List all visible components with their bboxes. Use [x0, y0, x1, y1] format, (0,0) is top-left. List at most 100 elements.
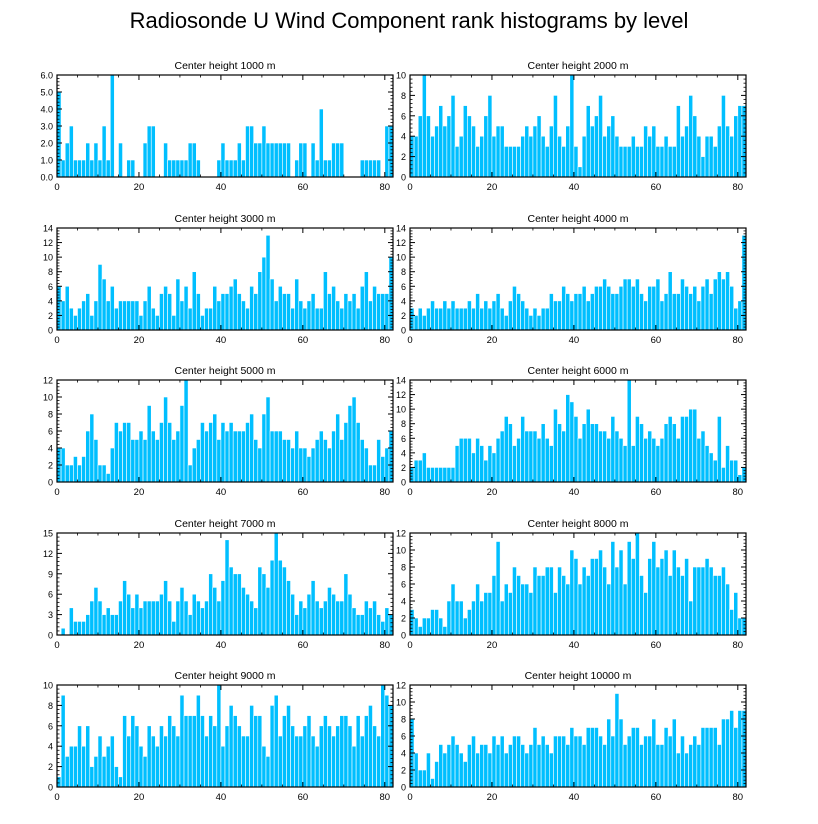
bar — [204, 430, 209, 483]
bar — [573, 146, 579, 178]
bar — [60, 627, 66, 636]
bar — [175, 278, 181, 331]
bar — [359, 285, 365, 331]
y-tick-label: 6 — [401, 111, 406, 121]
x-tick-label: 40 — [569, 335, 580, 346]
bar — [101, 756, 107, 788]
bar — [594, 423, 599, 483]
bar — [150, 600, 156, 636]
bar — [171, 621, 177, 636]
y-tick-label: 12 — [396, 238, 406, 248]
bar — [479, 600, 485, 636]
bar — [384, 694, 390, 788]
bar — [651, 718, 657, 788]
bar — [146, 725, 152, 788]
bar — [200, 607, 205, 636]
bar — [298, 447, 304, 483]
bar — [704, 727, 710, 788]
y-tick-label: 12 — [43, 238, 53, 248]
bar — [179, 587, 185, 636]
bar — [659, 146, 665, 178]
bar — [717, 575, 722, 636]
y-tick-label: 0 — [401, 783, 406, 793]
bar — [306, 456, 312, 483]
bar — [163, 735, 168, 788]
bar — [483, 300, 489, 331]
y-tick-label: 0 — [48, 326, 53, 336]
bar — [159, 593, 164, 636]
y-tick-label: 10 — [43, 253, 53, 263]
bar — [557, 135, 562, 178]
x-tick-label: 40 — [569, 792, 580, 803]
bar — [294, 278, 300, 331]
bar — [622, 445, 628, 483]
bar — [130, 439, 136, 483]
bar — [692, 115, 698, 178]
bar — [85, 614, 91, 636]
y-tick-label: 2 — [401, 152, 406, 162]
panel-title: Center height 8000 m — [528, 518, 629, 530]
bar — [368, 705, 373, 788]
x-tick-label: 20 — [134, 335, 145, 346]
bar — [277, 142, 283, 178]
bar — [659, 744, 665, 788]
bar — [183, 379, 189, 483]
bar — [430, 467, 435, 483]
bar — [536, 115, 542, 178]
bar — [430, 300, 435, 331]
bar — [273, 142, 279, 178]
bar — [265, 756, 271, 788]
bar — [487, 307, 493, 331]
x-tick-label: 80 — [733, 640, 744, 651]
y-tick-label: 8 — [48, 410, 53, 420]
x-tick-label: 80 — [733, 487, 744, 498]
bar — [167, 422, 173, 483]
y-tick-label: 4 — [48, 742, 53, 752]
x-tick-label: 80 — [733, 182, 744, 193]
bar — [261, 125, 267, 178]
panel-title: Center height 3000 m — [175, 213, 276, 225]
bar — [265, 396, 271, 483]
bar — [376, 159, 382, 178]
bar — [68, 607, 74, 636]
bar — [64, 464, 70, 483]
y-tick-label: 0 — [401, 173, 406, 183]
x-tick-label: 60 — [298, 487, 309, 498]
bar — [708, 293, 714, 331]
x-tick-label: 20 — [487, 792, 498, 803]
bar — [409, 467, 415, 483]
bar — [635, 727, 640, 788]
bar — [257, 447, 263, 483]
bar — [269, 430, 275, 483]
bar — [667, 271, 673, 331]
panel-title: Center height 9000 m — [175, 670, 276, 682]
bar — [536, 744, 542, 788]
bar — [729, 710, 735, 788]
bar — [359, 735, 365, 788]
bar — [684, 416, 689, 483]
bar — [471, 307, 476, 331]
bar — [491, 575, 497, 636]
bar — [495, 437, 501, 483]
bar — [101, 125, 107, 178]
bar — [355, 307, 361, 331]
bar — [368, 300, 373, 331]
bar — [130, 715, 136, 788]
y-tick-label: 10 — [396, 546, 406, 556]
bar — [314, 307, 320, 331]
bar — [663, 293, 669, 331]
bar — [528, 315, 534, 331]
bar — [610, 541, 616, 636]
bar — [655, 744, 661, 788]
x-tick-label: 80 — [733, 792, 744, 803]
x-tick-label: 0 — [54, 792, 59, 803]
bar — [635, 146, 640, 178]
bar — [667, 575, 673, 636]
bar — [286, 580, 291, 636]
bar — [729, 285, 735, 331]
bar — [216, 300, 222, 331]
x-tick-label: 20 — [487, 182, 498, 193]
y-tick-label: 4 — [48, 296, 53, 306]
bar — [261, 573, 267, 636]
bar — [265, 142, 271, 178]
